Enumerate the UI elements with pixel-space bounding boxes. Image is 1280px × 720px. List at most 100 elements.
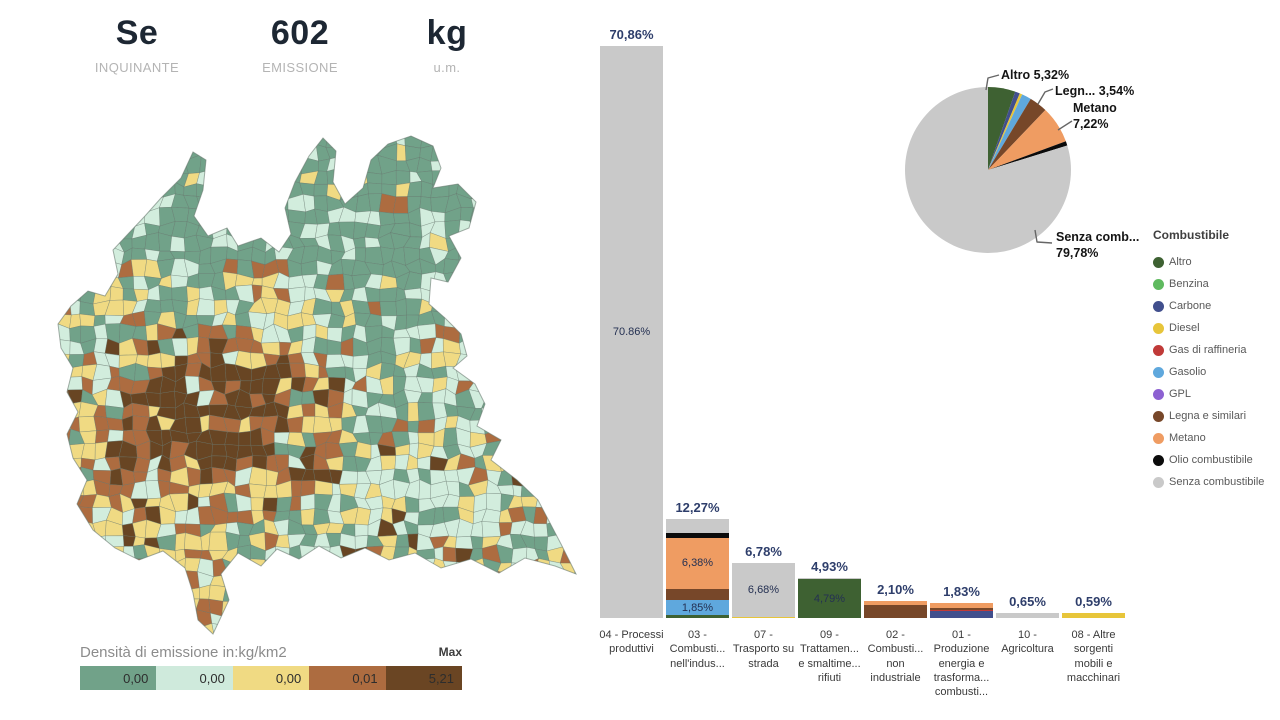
pie-leader-line	[1057, 120, 1073, 131]
fuel-legend-item-benzina[interactable]: Benzina	[1153, 273, 1278, 295]
fuel-legend-item-gpl[interactable]: GPL	[1153, 383, 1278, 405]
fuel-legend-item-legna-e-similari[interactable]: Legna e similari	[1153, 405, 1278, 427]
bar-category-label: 10 - Agricoltura	[1001, 629, 1054, 656]
segment-value-label: 4,79%	[813, 592, 846, 605]
segment-value-label: 70.86%	[612, 326, 651, 339]
segment-value-label: 6,38%	[681, 557, 714, 570]
bar-01 -	[930, 603, 993, 618]
bar-segment-senza-combustibile[interactable]	[996, 612, 1059, 618]
fuel-color-dot	[1153, 300, 1164, 312]
bar-08 -	[1062, 613, 1125, 618]
pie-leader-line	[1037, 88, 1054, 105]
bar-segment-metano[interactable]: 6,38%	[666, 537, 729, 590]
fuel-legend-item-altro[interactable]: Altro	[1153, 251, 1278, 273]
map-legend-title: Densità di emissione in:kg/km2	[80, 644, 287, 661]
bar-segment-senza-combustibile[interactable]	[798, 578, 861, 580]
pie-slice-diesel[interactable]	[988, 93, 1023, 170]
pie-slice-altro[interactable]	[988, 87, 1016, 170]
fuel-color-dot	[1153, 388, 1164, 400]
bar-segment-carbone[interactable]	[930, 610, 993, 618]
bar-category-label: 08 - Altre sorgenti mobili e macchinari	[1066, 629, 1121, 684]
bar-09 -: 4,79%	[798, 578, 861, 618]
bar-segment-diesel[interactable]	[732, 617, 795, 618]
bar-total-label: 0,59%	[1075, 594, 1112, 610]
pie-slice-metano[interactable]	[988, 110, 1066, 170]
bar-total-label: 12,27%	[675, 500, 720, 515]
fuel-legend-label: Olio combustibile	[1169, 454, 1253, 466]
pie-slice-legna-e-similari[interactable]	[988, 98, 1046, 170]
bar-10 -	[996, 612, 1059, 618]
fuel-pie-chart[interactable]	[895, 58, 1145, 270]
map-legend-max-label: Max	[438, 645, 462, 659]
unit-value: kg	[426, 14, 468, 52]
segment-value-label: 1,85%	[681, 601, 714, 614]
fuel-legend-item-senza-combustibile[interactable]: Senza combustibile	[1153, 471, 1278, 493]
pie-slice-olio-combustibile[interactable]	[988, 141, 1068, 170]
bar-segment-gas-di-raffineria[interactable]	[930, 610, 993, 611]
bar-total-label: 4,93%	[811, 559, 848, 575]
bar-segment-senza-combustibile[interactable]	[666, 519, 729, 533]
fuel-legend-label: Diesel	[1169, 322, 1200, 334]
fuel-legend-item-carbone[interactable]: Carbone	[1153, 295, 1278, 317]
bar-segment-altro[interactable]	[666, 615, 729, 618]
bar-segment-metano[interactable]	[864, 601, 927, 606]
bar-segment-altro[interactable]: 4,79%	[798, 579, 861, 618]
fuel-legend-label: Metano	[1169, 432, 1206, 444]
bar-03 -: 1,85% 6,38%	[666, 519, 729, 618]
pie-slice-gasolio[interactable]	[988, 94, 1031, 170]
stat-emission: 602 EMISSIONE	[215, 14, 385, 75]
bar-04 -: 70.86%	[600, 46, 663, 618]
bar-category-label: 02 - Combusti... non industriale	[867, 629, 924, 684]
map-scale-bin: 0,00	[156, 666, 233, 690]
bar-total-label: 0,65%	[1009, 593, 1046, 609]
segment-value-label: 6,68%	[747, 584, 780, 597]
pie-annotation: Legn... 3,54%	[1055, 84, 1135, 98]
bar-segment-senza-combustibile[interactable]: 70.86%	[600, 46, 663, 618]
fuel-legend-item-olio-combustibile[interactable]: Olio combustibile	[1153, 449, 1278, 471]
emission-value: 602	[270, 14, 330, 52]
fuel-color-dot	[1153, 432, 1164, 444]
stat-unit: kg u.m.	[362, 14, 532, 75]
fuel-legend-item-gasolio[interactable]: Gasolio	[1153, 361, 1278, 383]
fuel-legend-label: Senza combustibile	[1169, 476, 1265, 488]
bar-segment-olio-combustibile[interactable]	[666, 532, 729, 538]
bar-segment-legna-e-similari[interactable]	[666, 589, 729, 601]
map-scale-bin: 5,21	[385, 666, 463, 690]
bar-segment-gasolio[interactable]: 1,85%	[666, 600, 729, 616]
pie-leader-line	[985, 74, 1000, 91]
fuel-color-dot	[1153, 366, 1164, 378]
pie-annotation: Metano 7,22%	[1073, 101, 1117, 132]
fuel-color-dot	[1153, 278, 1164, 290]
pie-annotation: Senza comb... 79,78%	[1056, 230, 1140, 261]
fuel-legend-item-diesel[interactable]: Diesel	[1153, 317, 1278, 339]
municipality-cells[interactable]	[33, 96, 581, 646]
lombardy-choropleth-map[interactable]	[33, 96, 581, 646]
bar-02 -	[864, 601, 927, 618]
bar-category-label: 07 - Trasporto su strada	[732, 629, 795, 670]
bar-total-label: 2,10%	[877, 582, 914, 598]
bar-category-label: 03 - Combusti... nell'indus...	[669, 629, 726, 670]
fuel-legend-label: Altro	[1169, 256, 1192, 268]
fuel-legend-item-gas-di-raffineria[interactable]: Gas di raffineria	[1153, 339, 1278, 361]
bar-segment-legna-e-similari[interactable]	[930, 607, 993, 611]
bar-segment-senza-combustibile[interactable]: 6,68%	[732, 563, 795, 618]
bar-total-label: 1,83%	[943, 584, 980, 600]
fuel-legend-item-metano[interactable]: Metano	[1153, 427, 1278, 449]
pie-leader-line	[1034, 229, 1053, 244]
map-color-scale: 0,00 0,00 0,00 0,01 5,21	[80, 666, 463, 690]
pie-annotation: Altro 5,32%	[1001, 68, 1070, 82]
fuel-color-dot	[1153, 322, 1164, 334]
emission-label: EMISSIONE	[262, 60, 338, 75]
bar-segment-diesel[interactable]	[1062, 613, 1125, 618]
pie-slice-senza-combustibile[interactable]	[904, 87, 1071, 253]
bar-category-label: 04 - Processi produttivi	[599, 629, 664, 656]
fuel-legend-label: GPL	[1169, 388, 1192, 400]
bar-total-label: 6,78%	[745, 544, 782, 560]
pie-slice-carbone[interactable]	[988, 91, 1020, 170]
bar-segment-metano[interactable]	[930, 603, 993, 608]
fuel-color-dot	[1153, 476, 1164, 488]
fuel-legend: Combustibile Altro Benzina Carbone Diesel Ga…	[1153, 228, 1278, 493]
bar-segment-legna-e-similari[interactable]	[864, 605, 927, 618]
fuel-color-dot	[1153, 256, 1164, 268]
